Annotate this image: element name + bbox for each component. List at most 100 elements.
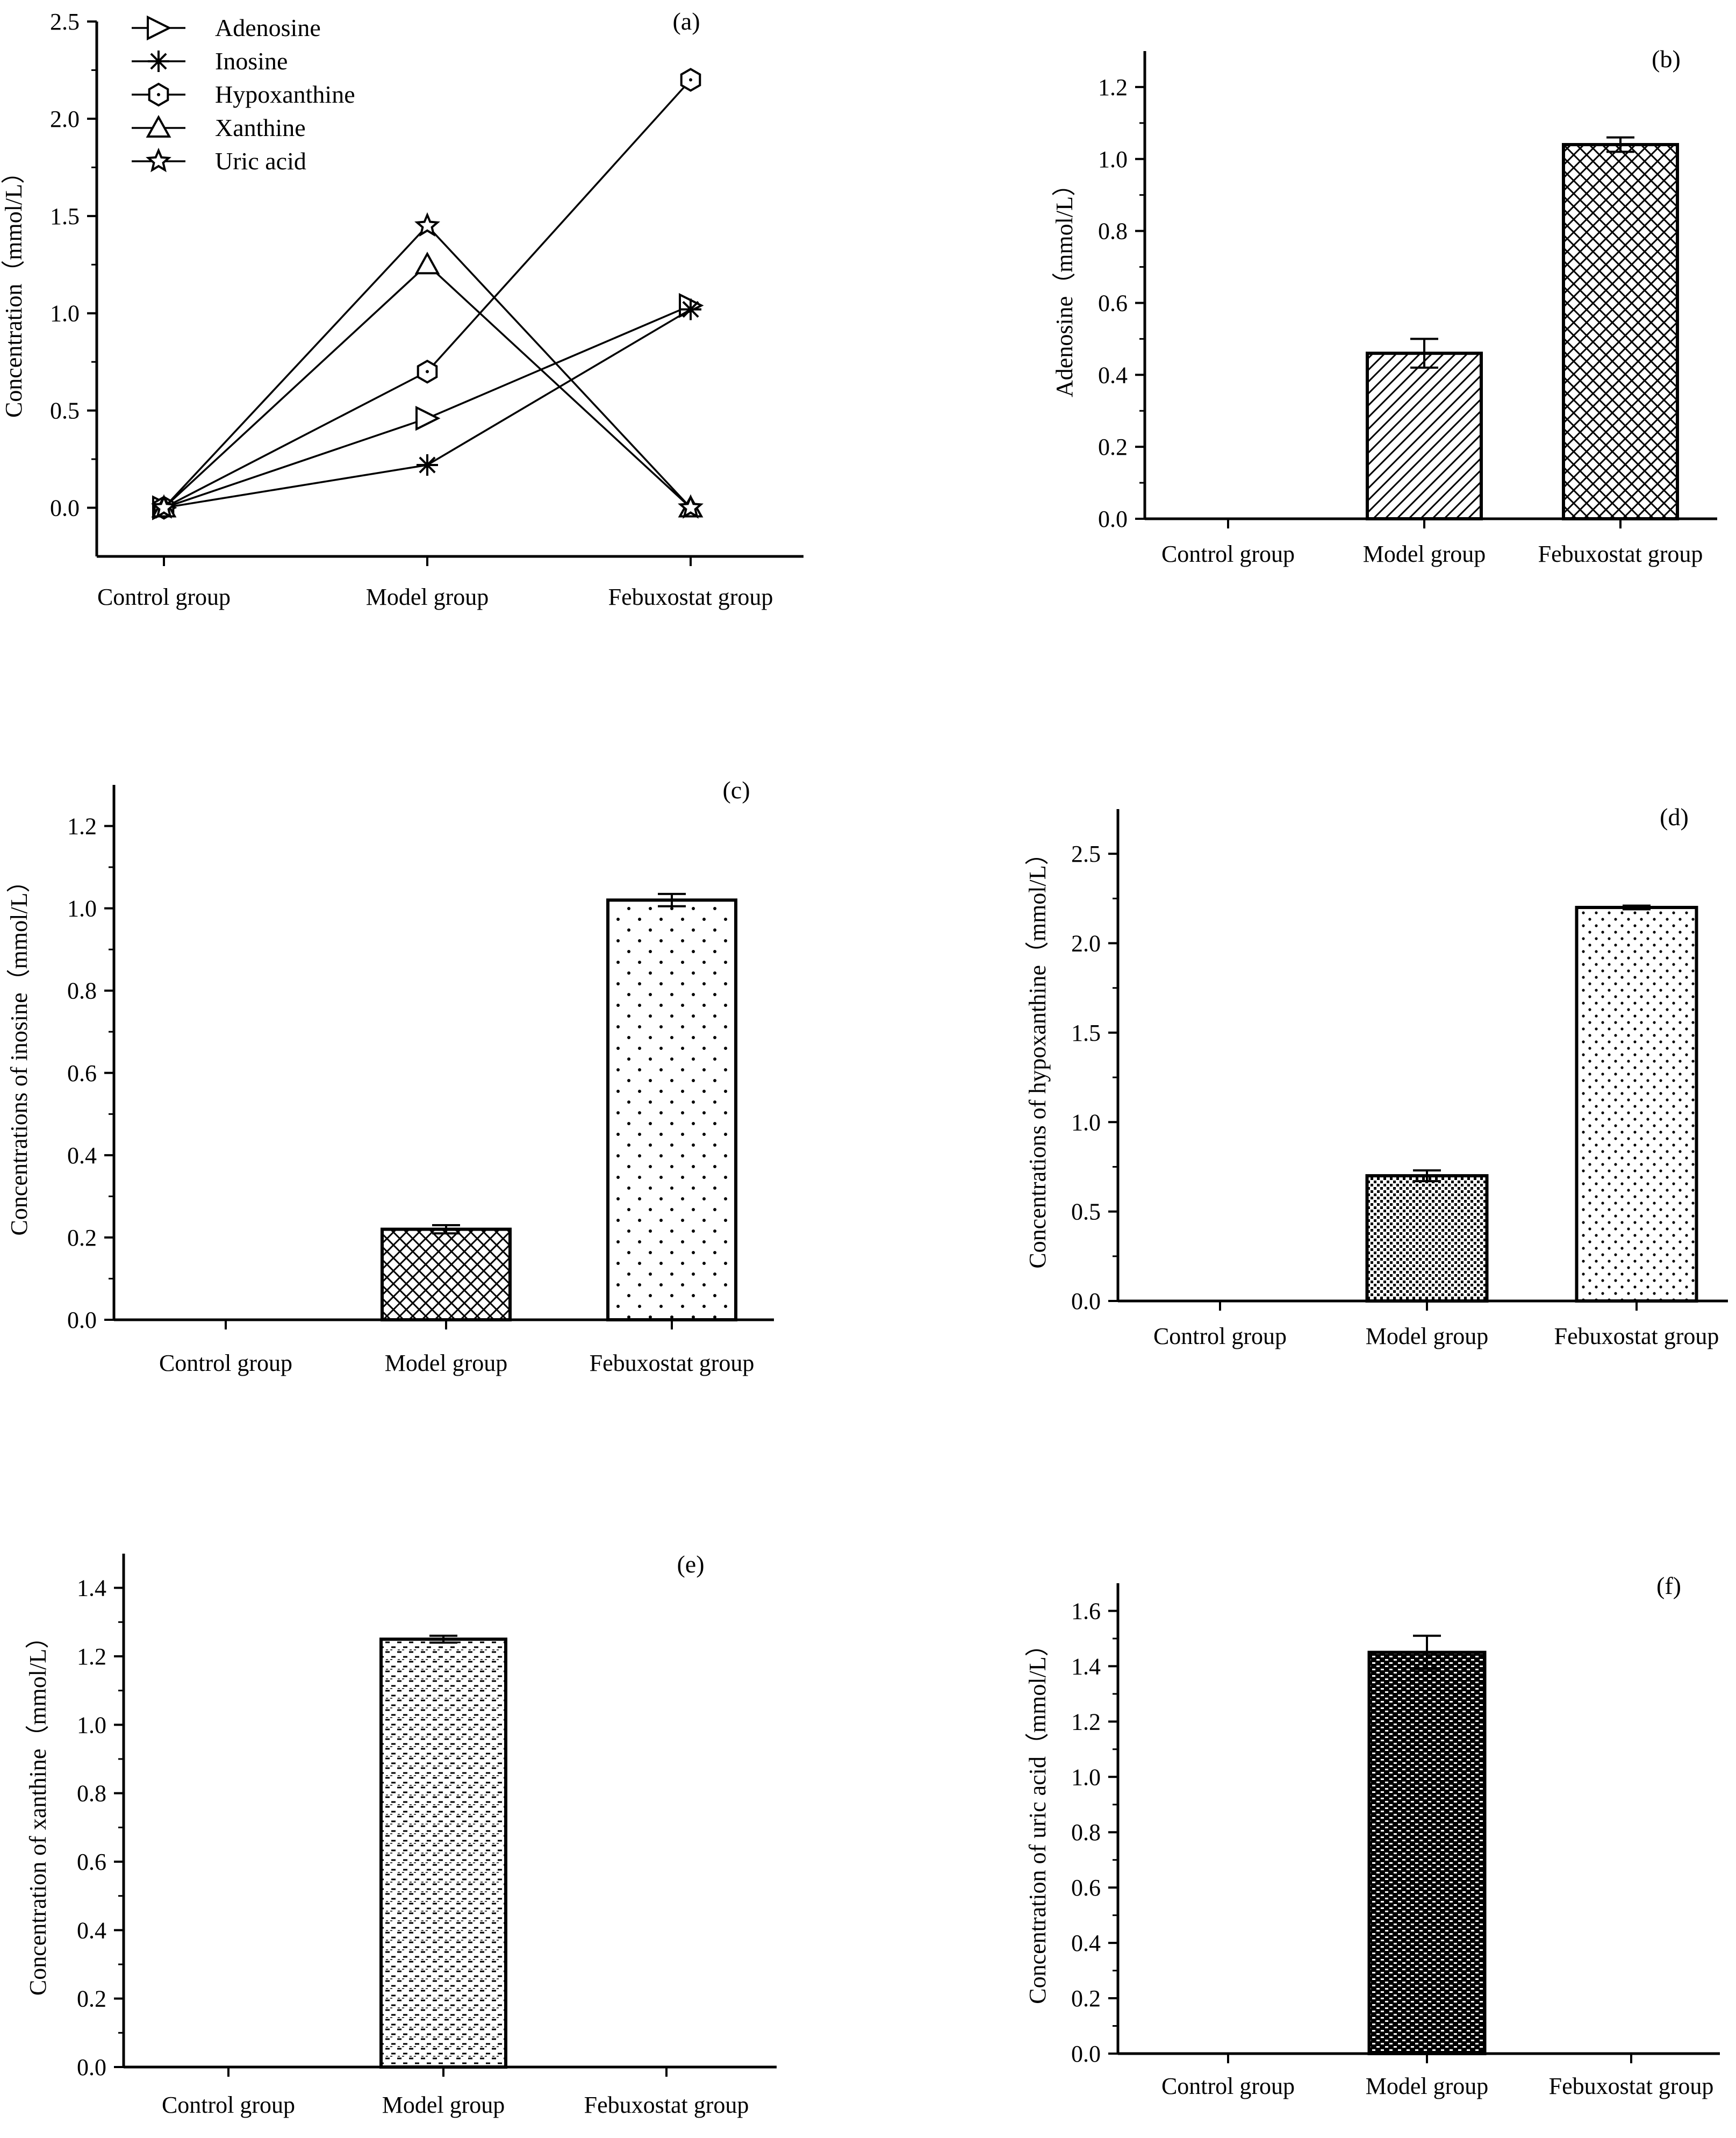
y-axis-title: Concentration（mmol/L） — [1, 160, 27, 418]
y-tick-label: 1.0 — [1071, 1109, 1101, 1135]
bar-group — [1366, 338, 1483, 521]
series-xanthine — [151, 252, 704, 518]
x-category-label: Febuxostat group — [1538, 541, 1703, 567]
y-tick-label: 0.6 — [67, 1060, 97, 1086]
legend-item: Uric acid — [132, 147, 306, 175]
bar — [1367, 1650, 1487, 2056]
marker-uric-acid — [414, 212, 440, 237]
x-category-label: Model group — [1363, 541, 1486, 567]
legend-item: Adenosine — [132, 14, 321, 41]
x-category-label: Model group — [1366, 2073, 1489, 2099]
panel-label: (e) — [677, 1550, 704, 1578]
x-category-label: Control group — [159, 1350, 292, 1376]
bar — [1365, 1174, 1489, 1303]
y-tick-label: 1.0 — [1098, 146, 1128, 173]
marker-uric-acid — [151, 494, 177, 519]
y-tick-label: 1.6 — [1071, 1598, 1101, 1624]
y-tick-label: 1.2 — [77, 1643, 106, 1670]
marker-dot — [426, 370, 429, 374]
x-category-label: Febuxostat group — [1549, 2073, 1714, 2099]
x-category-label: Febuxostat group — [584, 2092, 749, 2118]
y-axis-title: Concentration of xanthine（mmol/L） — [25, 1625, 51, 1996]
bar-group — [381, 1224, 512, 1322]
x-category-label: Febuxostat group — [1554, 1323, 1719, 1349]
y-tick-label: 2.0 — [1071, 931, 1101, 957]
x-category-label: Febuxostat group — [608, 584, 773, 610]
marker-dot — [689, 78, 692, 82]
x-category-label: Model group — [382, 2092, 505, 2118]
y-tick-label: 1.0 — [50, 301, 80, 327]
y-axis-title: Concentration of uric acid（mmol/L） — [1024, 1633, 1051, 2004]
y-tick-label: 0.4 — [67, 1142, 97, 1169]
y-tick-label: 0.6 — [1098, 290, 1128, 316]
marker-dot — [157, 93, 160, 96]
panel-label: (c) — [722, 776, 750, 804]
y-tick-label: 1.0 — [1071, 1764, 1101, 1790]
panel-label: (b) — [1652, 45, 1681, 73]
legend-item: Inosine — [132, 47, 288, 75]
y-tick-label: 0.2 — [1071, 1985, 1101, 2012]
bar — [1562, 143, 1679, 520]
marker-adenosine — [415, 405, 441, 431]
bar-group — [1562, 136, 1679, 520]
bar-group — [379, 1634, 507, 2069]
y-tick-label: 0.6 — [77, 1849, 106, 1875]
x-category-label: Control group — [1153, 1323, 1287, 1349]
legend-label: Inosine — [215, 47, 288, 75]
y-tick-label: 0.0 — [1071, 2041, 1101, 2067]
x-category-label: Control group — [1161, 2073, 1295, 2099]
bar — [381, 1227, 512, 1322]
bar-group — [606, 892, 737, 1322]
y-tick-label: 1.0 — [77, 1712, 106, 1738]
y-tick-label: 1.5 — [1071, 1020, 1101, 1046]
series-adenosine — [152, 293, 704, 520]
y-tick-label: 2.5 — [1071, 841, 1101, 867]
legend-label: Xanthine — [215, 114, 306, 141]
y-tick-label: 0.8 — [1098, 218, 1128, 245]
y-tick-label: 2.5 — [50, 9, 80, 35]
y-axis-title: Concentrations of inosine（mmol/L） — [6, 869, 32, 1236]
y-tick-label: 1.2 — [67, 813, 97, 840]
y-tick-label: 0.2 — [1098, 434, 1128, 460]
marker-hypoxanthine — [148, 82, 169, 107]
x-category-label: Control group — [1161, 541, 1295, 567]
y-axis-title: Adenosine（mmol/L） — [1051, 173, 1078, 397]
y-tick-label: 0.6 — [1071, 1875, 1101, 1901]
marker-uric-acid — [146, 147, 171, 173]
bar — [1575, 906, 1698, 1303]
bar-group — [1367, 1634, 1487, 2056]
marker-hypoxanthine — [680, 68, 701, 92]
y-tick-label: 0.4 — [77, 1917, 106, 1943]
y-tick-label: 1.2 — [1071, 1708, 1101, 1735]
series-line — [163, 79, 692, 509]
marker-inosine — [417, 454, 438, 476]
y-tick-label: 0.5 — [1071, 1199, 1101, 1225]
marker-inosine — [680, 298, 701, 320]
bar-group — [1365, 1169, 1489, 1303]
y-tick-label: 1.2 — [1098, 74, 1128, 101]
x-category-label: Febuxostat group — [590, 1350, 755, 1376]
series-inosine — [153, 298, 701, 519]
legend: Adenosine Inosine Hypoxanthine Xanthine Uric… — [132, 14, 355, 175]
y-tick-label: 0.2 — [77, 1986, 106, 2012]
y-tick-label: 0.4 — [1098, 362, 1128, 388]
marker-inosine — [148, 51, 169, 72]
panel-label: (a) — [672, 8, 700, 35]
panel-label: (f) — [1656, 1572, 1681, 1599]
marker-hypoxanthine — [417, 359, 438, 384]
y-tick-label: 0.0 — [67, 1307, 97, 1333]
y-tick-label: 0.8 — [67, 978, 97, 1004]
series-uric-acid — [151, 212, 704, 519]
marker-adenosine — [147, 15, 172, 41]
y-tick-label: 0.8 — [1071, 1819, 1101, 1846]
marker-xanthine — [414, 252, 440, 275]
bar — [1366, 352, 1483, 521]
y-tick-label: 1.4 — [77, 1575, 106, 1601]
y-tick-label: 0.0 — [77, 2054, 106, 2080]
x-category-label: Control group — [162, 2092, 295, 2118]
series-line — [163, 304, 691, 509]
y-tick-label: 0.8 — [77, 1781, 106, 1807]
panel-label: (d) — [1660, 803, 1689, 831]
marker-stroke — [682, 301, 699, 318]
